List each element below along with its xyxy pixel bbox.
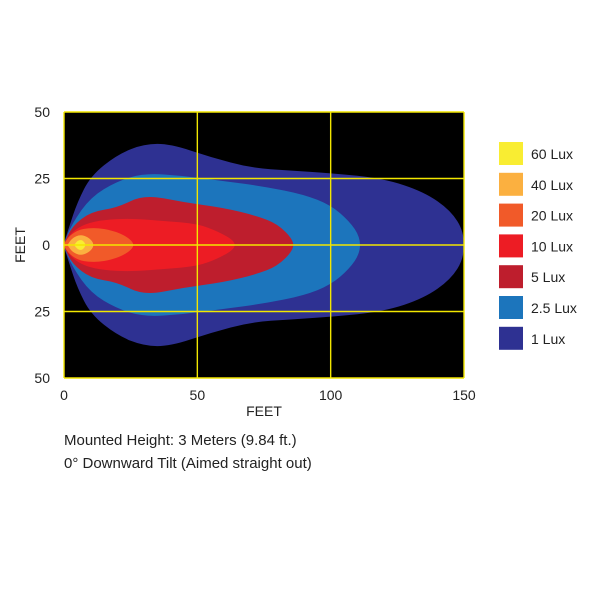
y-tick-label: 25 (34, 304, 50, 320)
gridlines (63, 111, 465, 379)
x-tick-label: 0 (60, 387, 68, 403)
y-tick-label: 50 (34, 104, 50, 120)
y-tick-label: 50 (34, 370, 50, 386)
legend-swatch (499, 265, 523, 289)
y-axis-ticks: 50 25 0 25 50 (34, 104, 50, 386)
legend: 60 Lux 40 Lux 20 Lux 10 Lux 5 Lux 2.5 Lux 1 Lu… (499, 142, 577, 350)
mounting-height-caption: Mounted Height: 3 Meters (9.84 ft.) (64, 432, 297, 449)
legend-label: 5 Lux (531, 269, 565, 285)
legend-swatch (499, 296, 523, 319)
legend-swatch (499, 234, 523, 258)
legend-label: 1 Lux (531, 331, 565, 347)
y-tick-label: 25 (34, 171, 50, 187)
legend-label: 20 Lux (531, 208, 573, 224)
legend-label: 2.5 Lux (531, 300, 577, 316)
x-tick-label: 100 (319, 387, 343, 403)
x-axis-ticks: 0 50 100 150 (60, 387, 476, 403)
legend-label: 60 Lux (531, 146, 573, 162)
tilt-caption: 0° Downward Tilt (Aimed straight out) (64, 455, 312, 472)
x-tick-label: 50 (190, 387, 206, 403)
legend-swatch (499, 172, 523, 196)
x-tick-label: 150 (452, 387, 476, 403)
legend-label: 10 Lux (531, 238, 573, 254)
legend-swatch (499, 203, 523, 227)
x-axis-label: FEET (246, 403, 282, 419)
legend-label: 40 Lux (531, 177, 573, 193)
legend-swatch (499, 326, 523, 350)
y-tick-label: 0 (42, 237, 50, 253)
legend-swatch (499, 142, 523, 165)
y-axis-label: FEET (12, 227, 28, 263)
